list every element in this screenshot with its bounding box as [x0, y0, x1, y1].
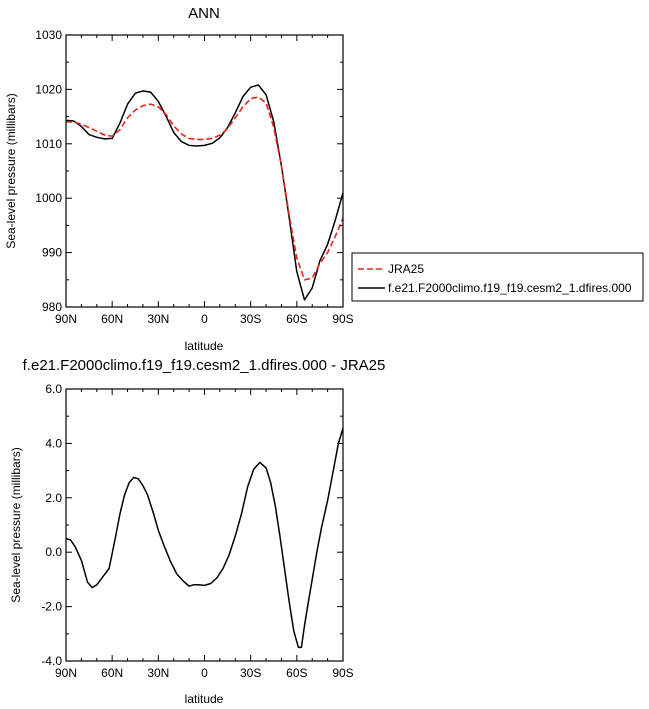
bottom-x-tick-label: 90S	[332, 666, 353, 680]
top-y-tick: 990	[42, 246, 343, 260]
top-series-group	[65, 84, 344, 301]
top-x-tick: 90N	[55, 35, 77, 326]
bottom-x-tick-label: 90N	[55, 666, 77, 680]
top-x-tick: 60S	[286, 35, 308, 326]
bottom-x-tick-label: 0	[201, 666, 208, 680]
top-chart-title: ANN	[188, 5, 220, 22]
bottom-y-tick-label: -2.0	[41, 600, 62, 614]
bottom-x-tick-label: 30N	[147, 666, 169, 680]
bottom-y-tick-label: 2.0	[45, 491, 62, 505]
top-y-tick: 1020	[35, 82, 343, 96]
legend-label-cesm2: f.e21.F2000climo.f19_f19.cesm2_1.dfires.…	[388, 281, 632, 295]
top-series-line-jra25	[66, 96, 344, 281]
bottom-x-ticks: 90N 60N 30N 0 30S 60S 90S	[55, 389, 354, 680]
bottom-plot-frame	[65, 388, 344, 662]
bottom-x-tick-label: 30S	[240, 666, 261, 680]
bottom-y-tick-label: 4.0	[45, 436, 62, 450]
bottom-x-tick: 0	[201, 389, 208, 680]
top-y-tick-label: 1030	[35, 28, 62, 42]
bottom-y-tick-label: 6.0	[45, 382, 62, 396]
top-x-tick-label: 60N	[101, 312, 123, 326]
bottom-chart-title: f.e21.F2000climo.f19_f19.cesm2_1.dfires.…	[23, 357, 386, 374]
top-x-tick: 60N	[101, 35, 123, 326]
bottom-y-tick-label: 0.0	[45, 545, 62, 559]
top-x-ticks: 90N 60N 30N 0 30S 60S 90S	[55, 35, 354, 326]
top-x-tick-label: 30N	[147, 312, 169, 326]
top-x-tick: 90S	[332, 35, 354, 326]
bottom-x-tick-label: 60S	[286, 666, 307, 680]
bottom-x-tick: 60N	[101, 389, 123, 680]
top-x-tick-label: 90N	[55, 312, 77, 326]
bottom-series-group	[65, 428, 344, 649]
top-series-line-f-e21-f2000climo-f19-f19-cesm2-1-dfires-000	[65, 84, 344, 301]
top-x-tick: 0	[201, 35, 208, 326]
bottom-y-axis-label: Sea-level pressure (millibars)	[9, 447, 23, 602]
top-x-tick-label: 60S	[286, 312, 307, 326]
top-panel: ANN 980 990 1000 1010 1020 1030 90N 60N 30N 0 30S…	[4, 5, 354, 353]
bottom-x-tick: 60S	[286, 389, 308, 680]
bottom-y-tick: -4.0	[41, 654, 343, 668]
bottom-y-tick: 2.0	[45, 491, 343, 505]
top-x-axis-label: latitude	[185, 339, 224, 353]
top-x-tick: 30S	[240, 35, 261, 326]
top-y-tick: 980	[42, 300, 343, 314]
bottom-x-tick-label: 60N	[101, 666, 123, 680]
bottom-x-tick: 30N	[147, 389, 169, 680]
top-x-tick-label: 0	[201, 312, 208, 326]
top-y-tick-label: 980	[42, 300, 62, 314]
top-y-tick-label: 990	[42, 246, 62, 260]
bottom-y-tick: 0.0	[45, 545, 343, 559]
top-y-tick-label: 1000	[35, 191, 62, 205]
top-y-tick-label: 1010	[35, 137, 62, 151]
bottom-y-tick: 6.0	[45, 382, 343, 396]
bottom-x-tick: 30S	[240, 389, 261, 680]
top-y-tick: 1030	[35, 28, 343, 42]
legend: JRA25 f.e21.F2000climo.f19_f19.cesm2_1.d…	[351, 252, 644, 302]
top-y-tick-label: 1020	[35, 82, 62, 96]
legend-label-jra25: JRA25	[388, 262, 424, 276]
legend-box	[351, 252, 644, 302]
bottom-y-ticks: -4.0 -2.0 0.0 2.0 4.0 6.0	[41, 382, 343, 668]
bottom-x-tick: 90S	[332, 389, 354, 680]
bottom-x-axis-label: latitude	[185, 692, 224, 706]
top-y-axis-label: Sea-level pressure (millibars)	[4, 93, 18, 248]
top-x-tick-label: 90S	[332, 312, 353, 326]
bottom-series-line-difference	[65, 428, 344, 649]
bottom-x-tick: 90N	[55, 389, 77, 680]
top-x-tick: 30N	[147, 35, 169, 326]
top-x-tick-label: 30S	[240, 312, 261, 326]
bottom-panel: f.e21.F2000climo.f19_f19.cesm2_1.dfires.…	[9, 357, 385, 706]
top-y-tick: 1000	[35, 191, 343, 205]
top-y-ticks: 980 990 1000 1010 1020 1030	[35, 28, 343, 314]
bottom-y-tick: -2.0	[41, 600, 343, 614]
bottom-y-tick: 4.0	[45, 436, 343, 450]
top-plot-frame	[65, 34, 344, 308]
bottom-y-tick-label: -4.0	[41, 654, 62, 668]
top-y-tick: 1010	[35, 137, 343, 151]
